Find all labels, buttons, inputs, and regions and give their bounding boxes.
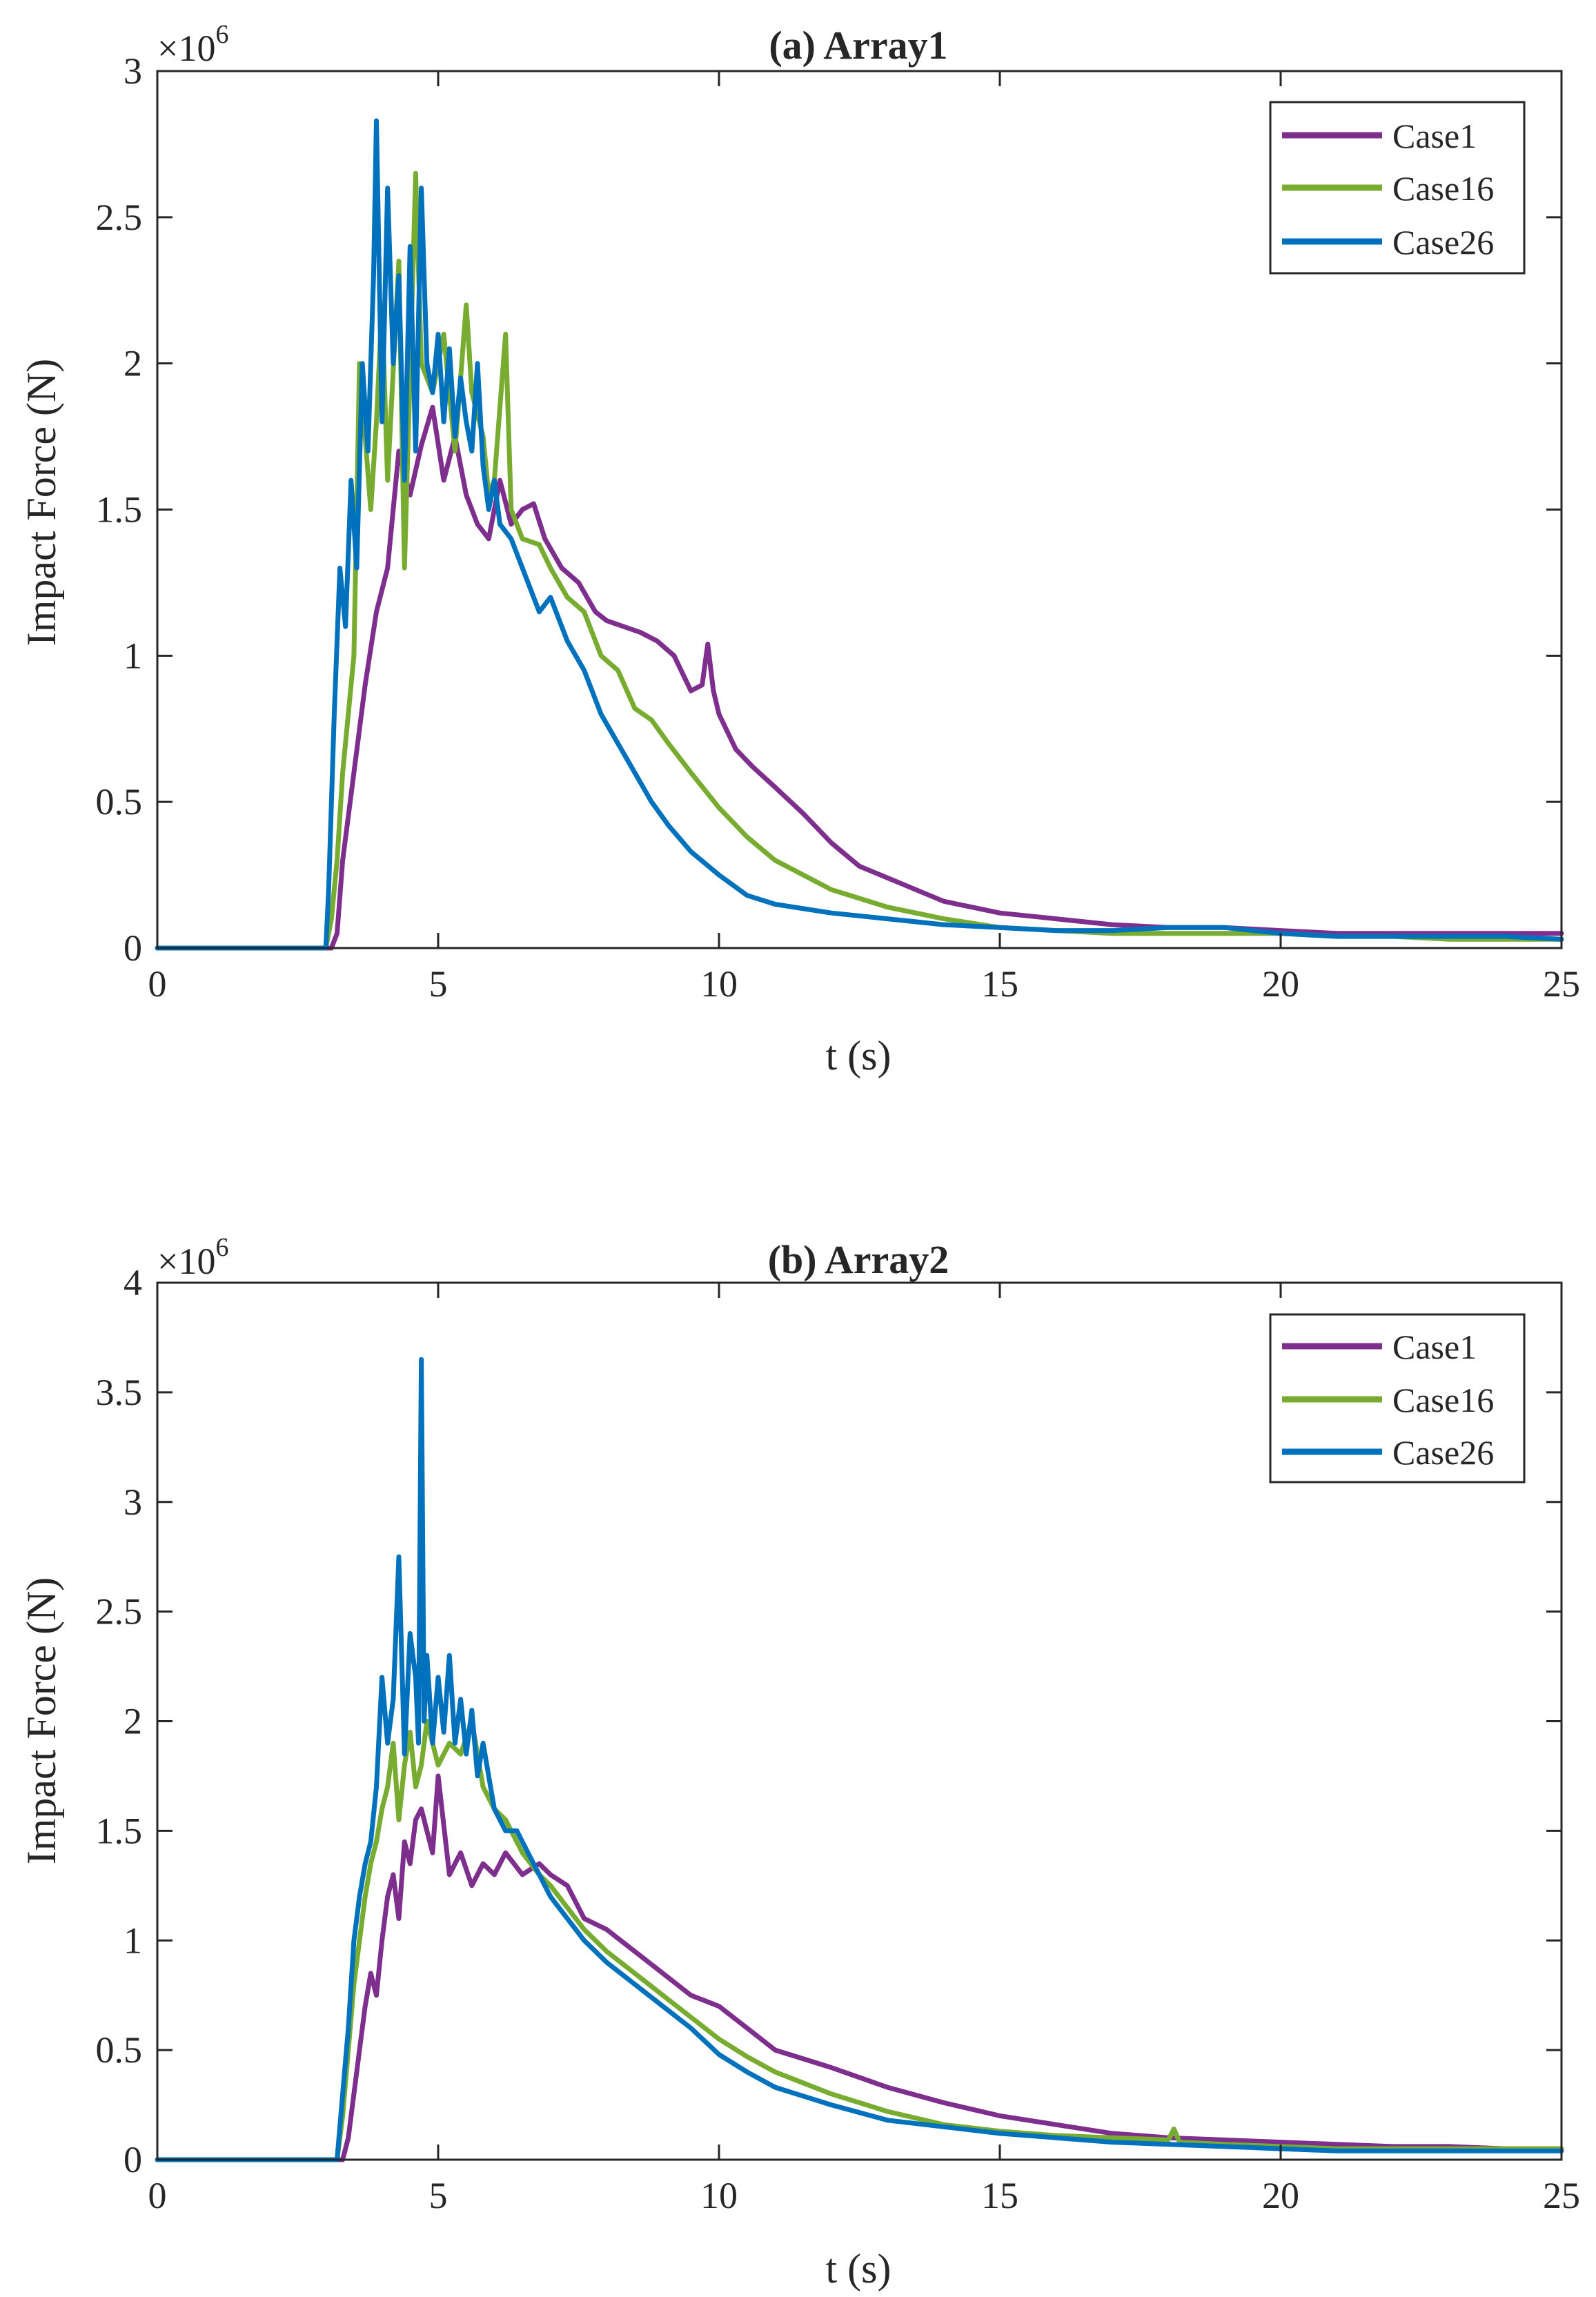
y-axis-multiplier: ×106 bbox=[157, 1233, 228, 1282]
series-lines bbox=[155, 1357, 1564, 2162]
y-tick-label: 3 bbox=[124, 50, 142, 92]
x-tick-label: 5 bbox=[429, 963, 448, 1005]
series-line-case1 bbox=[155, 1773, 1564, 2162]
y-axis-label: Impact Force (N) bbox=[19, 1577, 64, 1864]
y-tick-label: 3.5 bbox=[96, 1372, 143, 1413]
series-lines bbox=[155, 118, 1564, 951]
x-tick-label: 5 bbox=[429, 2175, 448, 2216]
chart-title: (b) Array2 bbox=[768, 1237, 949, 1282]
legend: Case1 Case16 Case26 bbox=[1269, 1313, 1526, 1483]
axis-ticks: 0 5 10 15 20 25 0 0.5 1 1.5 2 2.5 3 3.5 4 bbox=[96, 1262, 1581, 2216]
chart-title: (a) Array1 bbox=[769, 23, 947, 68]
series-line-case26 bbox=[155, 1357, 1564, 2162]
y-tick-label: 2.5 bbox=[96, 197, 143, 238]
y-tick-label: 2.5 bbox=[96, 1591, 143, 1633]
x-tick-label: 10 bbox=[700, 2175, 738, 2216]
y-tick-label: 0 bbox=[124, 2139, 142, 2180]
x-tick-label: 15 bbox=[981, 2175, 1018, 2216]
legend-label-case26: Case26 bbox=[1392, 1433, 1494, 1472]
y-tick-label: 2 bbox=[124, 1701, 142, 1742]
y-axis-multiplier-base: ×10 bbox=[157, 28, 215, 69]
series-line-case1 bbox=[155, 404, 1564, 951]
x-axis-label: t (s) bbox=[826, 2246, 891, 2291]
legend-label-case16: Case16 bbox=[1392, 169, 1494, 208]
y-tick-label: 1 bbox=[124, 635, 142, 676]
y-tick-label: 0 bbox=[124, 927, 142, 969]
x-axis-label: t (s) bbox=[826, 1033, 891, 1078]
chart-array2: (b) Array2 ×106 Impact Force (N) t (s) 0… bbox=[19, 1233, 1580, 2291]
legend: Case1 Case16 Case26 bbox=[1269, 101, 1526, 275]
y-tick-label: 2 bbox=[124, 343, 142, 384]
y-tick-label: 1.5 bbox=[96, 489, 143, 531]
series-line-case26 bbox=[155, 118, 1564, 951]
y-tick-label: 0.5 bbox=[96, 781, 143, 822]
legend-label-case1: Case1 bbox=[1392, 117, 1477, 155]
y-axis-multiplier: ×106 bbox=[157, 20, 228, 69]
y-axis-label: Impact Force (N) bbox=[19, 359, 64, 646]
axis-ticks: 0 5 10 15 20 25 0 0.5 1 1.5 2 2.5 3 bbox=[96, 50, 1581, 1005]
x-tick-label: 15 bbox=[981, 963, 1018, 1005]
x-tick-label: 0 bbox=[148, 2175, 167, 2216]
chart-array1: (a) Array1 ×106 Impact Force (N) t (s) 0… bbox=[19, 20, 1580, 1078]
x-tick-label: 25 bbox=[1543, 2175, 1580, 2216]
y-tick-label: 3 bbox=[124, 1481, 142, 1523]
y-axis-multiplier-base: ×10 bbox=[157, 1241, 215, 1282]
x-tick-label: 0 bbox=[148, 963, 167, 1005]
y-tick-label: 1.5 bbox=[96, 1810, 143, 1851]
legend-label-case16: Case16 bbox=[1392, 1381, 1494, 1419]
y-tick-label: 4 bbox=[124, 1262, 142, 1303]
y-tick-label: 1 bbox=[124, 1920, 142, 1961]
legend-label-case26: Case26 bbox=[1392, 223, 1494, 262]
y-axis-multiplier-exponent: 6 bbox=[215, 20, 228, 49]
y-axis-multiplier-exponent: 6 bbox=[215, 1233, 228, 1262]
x-tick-label: 25 bbox=[1543, 963, 1580, 1005]
x-tick-label: 10 bbox=[700, 963, 738, 1005]
x-tick-label: 20 bbox=[1262, 963, 1299, 1005]
y-tick-label: 0.5 bbox=[96, 2029, 143, 2071]
x-tick-label: 20 bbox=[1262, 2175, 1299, 2216]
legend-label-case1: Case1 bbox=[1392, 1328, 1477, 1366]
